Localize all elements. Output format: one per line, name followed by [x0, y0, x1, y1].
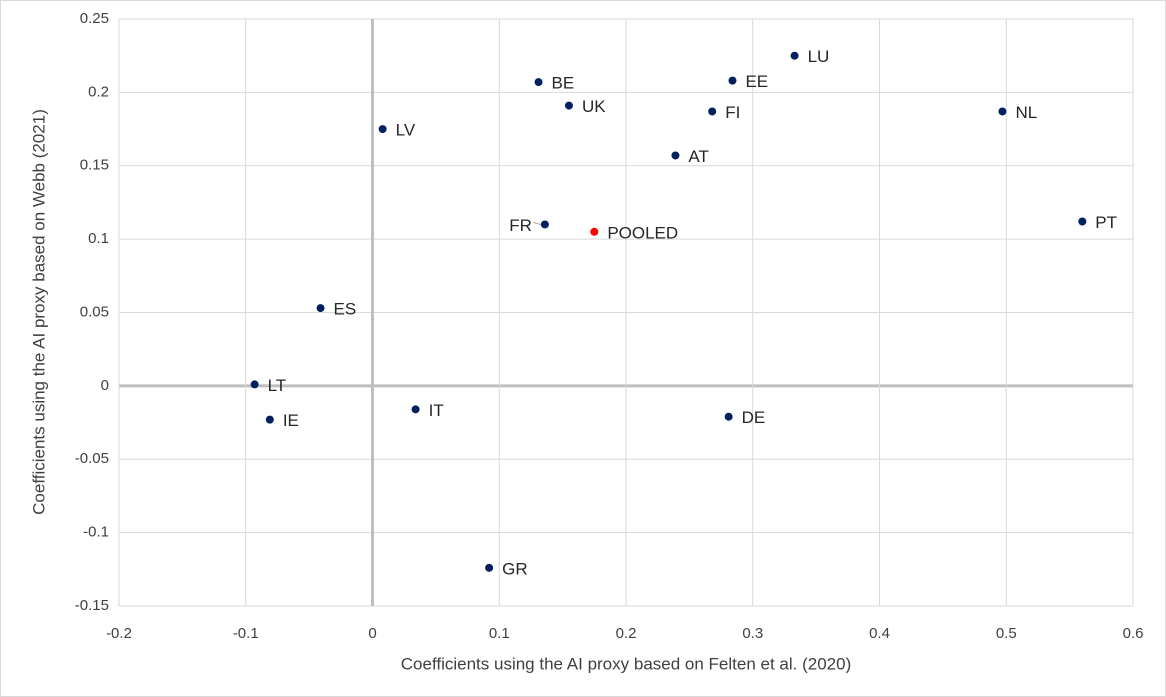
x-axis-title: Coefficients using the AI proxy based on…: [401, 654, 851, 673]
y-tick-label: -0.05: [75, 450, 109, 467]
point: [728, 76, 737, 85]
point: [265, 415, 274, 424]
point: [534, 78, 543, 87]
point: [250, 380, 259, 389]
x-tick-label: 0.1: [489, 625, 510, 642]
x-tick-label: 0.4: [869, 625, 890, 642]
point: [998, 107, 1007, 116]
point: [316, 304, 325, 313]
point-label: AT: [688, 147, 708, 166]
point: [724, 412, 733, 421]
y-tick-label: 0.25: [80, 10, 109, 27]
x-tick-label: 0.6: [1123, 625, 1144, 642]
point-label: FI: [725, 103, 740, 122]
point: [378, 125, 387, 134]
point-label: NL: [1015, 103, 1037, 122]
point-label: LU: [808, 47, 830, 66]
point: [540, 220, 549, 229]
y-tick-label: 0: [101, 377, 109, 394]
y-tick-label: 0.15: [80, 157, 109, 174]
y-tick-label: 0.2: [88, 83, 109, 100]
point-label: DE: [742, 408, 766, 427]
point: [485, 563, 494, 572]
point-label: IE: [283, 411, 299, 430]
y-tick-label: -0.15: [75, 597, 109, 614]
point: [708, 107, 717, 116]
x-tick-label: 0: [368, 625, 376, 642]
point-label: BE: [552, 74, 575, 93]
point: [564, 101, 573, 110]
y-tick-label: 0.05: [80, 303, 109, 320]
point-label: POOLED: [607, 223, 678, 242]
leader-line: [532, 221, 542, 225]
x-tick-label: 0.5: [996, 625, 1017, 642]
point-label: UK: [582, 97, 606, 116]
point: [411, 405, 420, 414]
y-axis-title: Coefficients using the AI proxy based on…: [29, 109, 48, 515]
point-label: LT: [268, 376, 287, 395]
point-label: ES: [334, 300, 357, 319]
x-tick-label: -0.1: [233, 625, 259, 642]
point-label: PT: [1095, 213, 1117, 232]
x-tick-label: 0.3: [742, 625, 763, 642]
point: [590, 227, 599, 236]
y-tick-label: -0.1: [83, 524, 109, 541]
point: [790, 51, 799, 60]
point-label: IT: [429, 401, 444, 420]
x-tick-label: -0.2: [106, 625, 132, 642]
point-label: EE: [745, 72, 768, 91]
y-tick-label: 0.1: [88, 230, 109, 247]
point: [671, 151, 680, 160]
x-tick-label: 0.2: [616, 625, 637, 642]
point-label: LV: [396, 121, 416, 140]
point: [1078, 217, 1087, 226]
point-label: GR: [502, 559, 528, 578]
point-label: FR: [509, 216, 532, 235]
